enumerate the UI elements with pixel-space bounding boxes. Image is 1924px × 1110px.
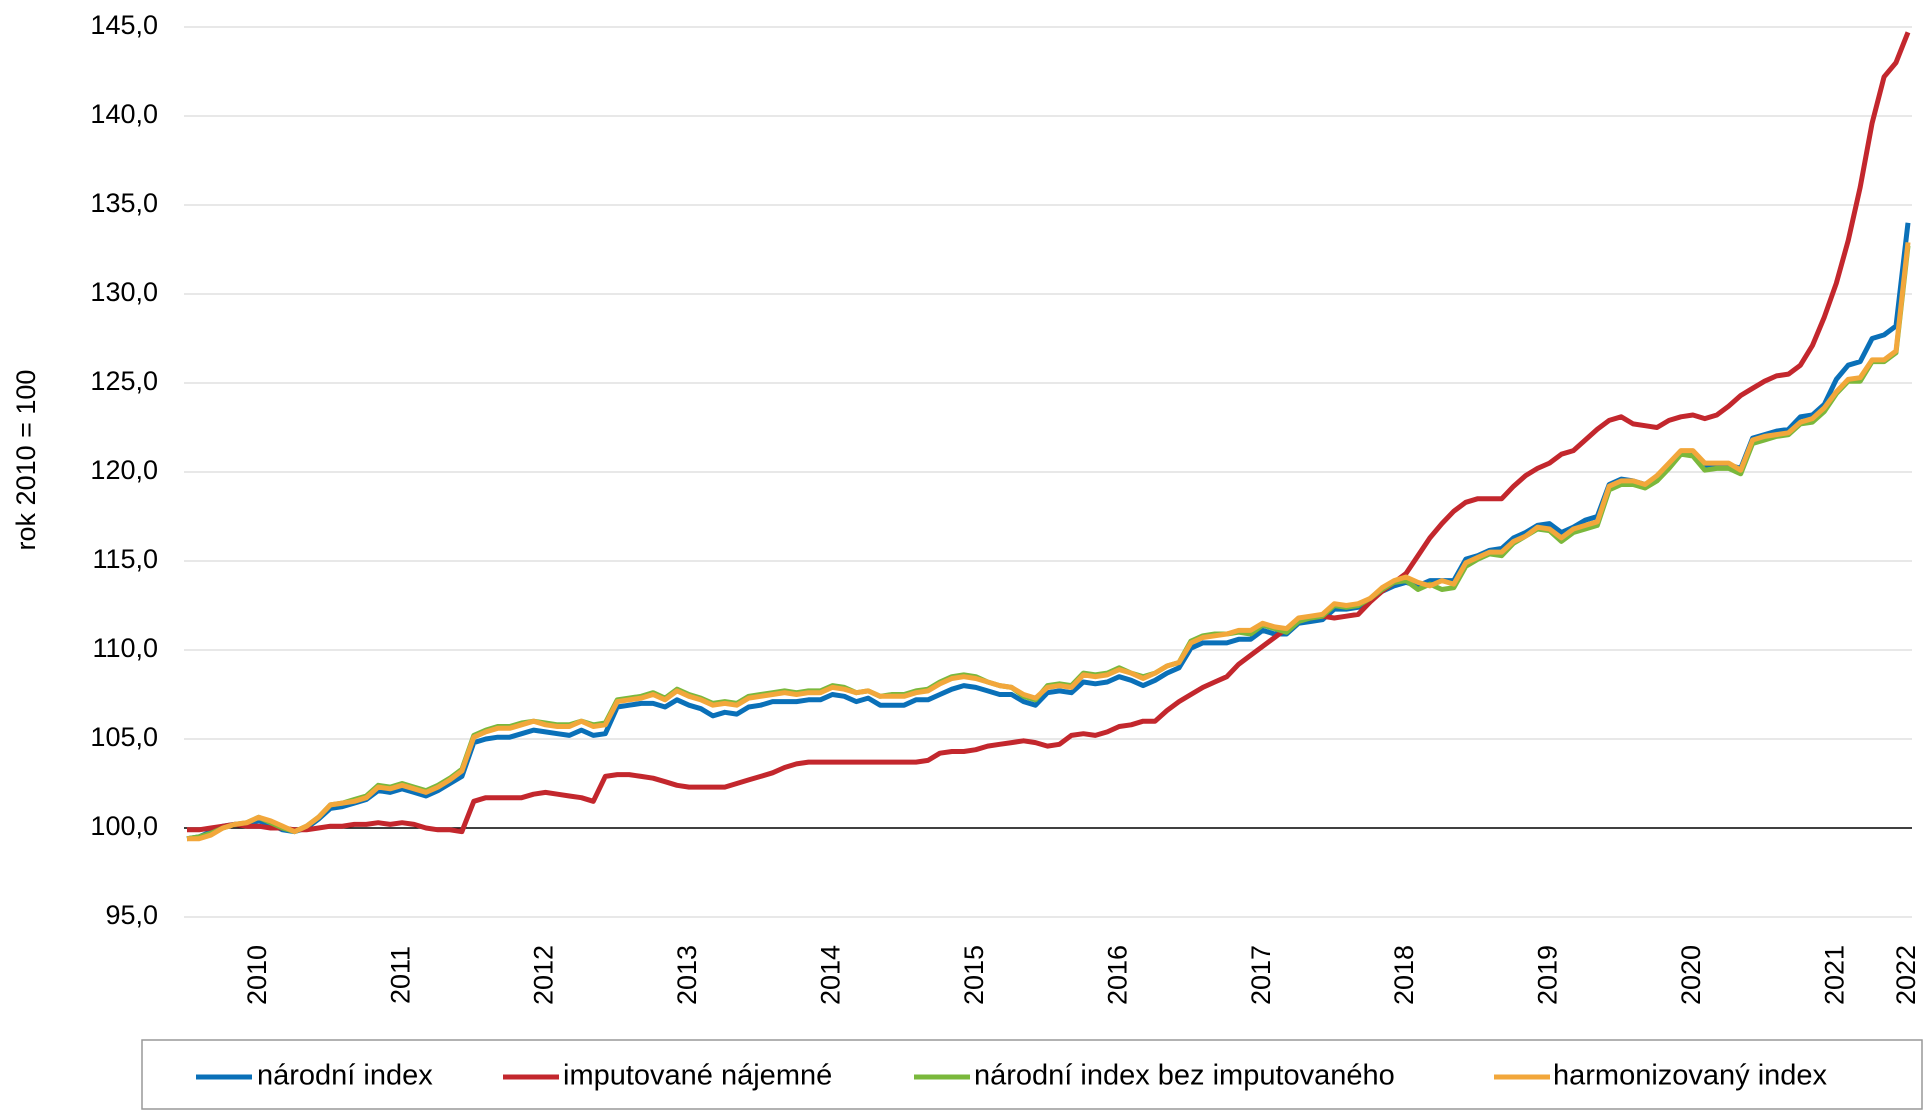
x-tick-label: 2012 — [529, 945, 559, 1005]
y-tick-label: 130,0 — [90, 277, 158, 307]
x-tick-label: 2011 — [385, 946, 415, 1004]
series-line — [187, 31, 1911, 835]
y-tick-label: 135,0 — [90, 188, 158, 218]
y-tick-label: 145,0 — [90, 10, 158, 40]
legend-label: národní index — [257, 1060, 433, 1092]
legend-label: imputované nájemné — [563, 1060, 832, 1092]
x-tick-label: 2021 — [1819, 945, 1849, 1005]
series-line — [186, 245, 1911, 842]
y-tick-label: 105,0 — [90, 722, 158, 752]
legend-box — [141, 1039, 1923, 1110]
x-tick-label: 2019 — [1533, 945, 1563, 1005]
y-tick-label: 140,0 — [90, 99, 158, 129]
legend-label: harmonizovaný index — [1553, 1060, 1828, 1092]
y-axis-label: rok 2010 = 100 — [11, 370, 41, 551]
x-tick-label: 2014 — [816, 945, 846, 1005]
series-line — [187, 242, 1911, 842]
x-tick-label: 2020 — [1676, 945, 1706, 1005]
x-tick-label: 2017 — [1246, 945, 1276, 1005]
x-tick-label: 2016 — [1102, 945, 1132, 1005]
x-tick-label: 2015 — [959, 945, 989, 1005]
y-tick-label: 125,0 — [90, 366, 158, 396]
y-tick-label: 95,0 — [105, 900, 158, 930]
y-tick-label: 100,0 — [90, 811, 158, 841]
y-tick-label: 115,0 — [92, 544, 158, 574]
x-tick-label: 2022 — [1891, 945, 1921, 1005]
x-tick-label: 2013 — [672, 945, 702, 1005]
legend: národní index imputované nájemné národní i… — [196, 1060, 1828, 1092]
y-tick-label: 110,0 — [92, 633, 158, 663]
y-tick-label: 120,0 — [90, 455, 158, 485]
x-tick-label: 2010 — [242, 945, 272, 1005]
legend-label: národní index bez imputovaného — [974, 1060, 1395, 1092]
x-tick-label: 2018 — [1389, 945, 1419, 1005]
